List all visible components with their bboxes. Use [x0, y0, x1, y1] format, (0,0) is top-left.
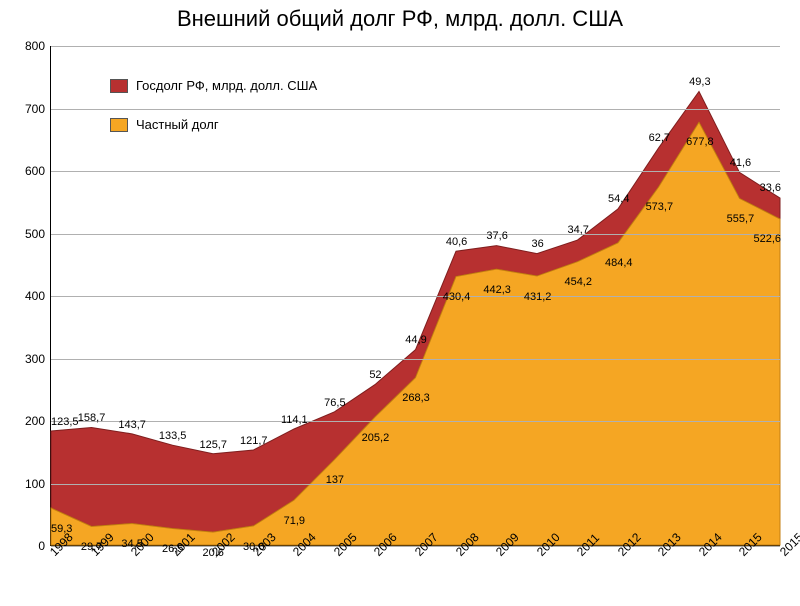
datalabel-gov: 125,7: [199, 439, 227, 451]
datalabel-private: 137: [326, 474, 344, 486]
gridline: [51, 421, 780, 422]
datalabel-private: 555,7: [727, 213, 755, 225]
datalabel-private: 29,7: [81, 541, 102, 553]
y-tick-label: 500: [25, 227, 51, 241]
datalabel-gov: 36: [532, 238, 544, 250]
y-tick-label: 200: [25, 414, 51, 428]
datalabel-private: 30,6: [243, 541, 264, 553]
legend: Госдолг РФ, млрд. долл. США Частный долг: [110, 78, 317, 156]
chart-container: Внешний общий долг РФ, млрд. долл. США 0…: [0, 0, 800, 606]
y-tick-label: 300: [25, 352, 51, 366]
datalabel-gov: 33,6: [760, 182, 781, 194]
y-tick-label: 800: [25, 39, 51, 53]
datalabel-gov: 40,6: [446, 236, 467, 248]
gridline: [51, 171, 780, 172]
datalabel-gov: 121,7: [240, 435, 268, 447]
datalabel-gov: 133,5: [159, 430, 187, 442]
datalabel-private: 454,2: [564, 276, 592, 288]
datalabel-gov: 143,7: [118, 419, 146, 431]
gridline: [51, 359, 780, 360]
datalabel-private: 205,2: [362, 432, 390, 444]
y-tick-label: 700: [25, 102, 51, 116]
datalabel-private: 34,5: [121, 538, 142, 550]
legend-swatch: [110, 118, 128, 132]
legend-label: Частный долг: [136, 117, 219, 132]
datalabel-private: 268,3: [402, 392, 430, 404]
datalabel-private: 430,4: [443, 291, 471, 303]
datalabel-gov: 37,6: [486, 230, 507, 242]
datalabel-private: 484,4: [605, 257, 633, 269]
datalabel-gov: 41,6: [730, 157, 751, 169]
datalabel-private: 20,6: [203, 547, 224, 559]
datalabel-gov: 49,3: [689, 76, 710, 88]
gridline: [51, 296, 780, 297]
legend-swatch: [110, 79, 128, 93]
datalabel-private: 573,7: [646, 201, 674, 213]
legend-label: Госдолг РФ, млрд. долл. США: [136, 78, 317, 93]
datalabel-gov: 62,7: [649, 132, 670, 144]
datalabel-gov: 34,7: [568, 224, 589, 236]
datalabel-gov: 123,5: [51, 416, 79, 428]
datalabel-private: 442,3: [483, 284, 511, 296]
y-tick-label: 400: [25, 289, 51, 303]
gridline: [51, 234, 780, 235]
gridline: [51, 484, 780, 485]
datalabel-private: 26,5: [162, 543, 183, 555]
datalabel-gov: 158,7: [78, 412, 106, 424]
datalabel-gov: 44,9: [405, 334, 426, 346]
datalabel-gov: 52: [369, 369, 381, 381]
datalabel-private: 431,2: [524, 291, 552, 303]
datalabel-gov: 114,1: [281, 414, 308, 426]
datalabel-gov: 54,4: [608, 193, 629, 205]
datalabel-gov: 76,5: [324, 397, 345, 409]
gridline: [51, 46, 780, 47]
datalabel-private: 522,6: [753, 233, 781, 245]
chart-title: Внешний общий долг РФ, млрд. долл. США: [0, 6, 800, 32]
y-tick-label: 100: [25, 477, 51, 491]
datalabel-private: 59,3: [51, 523, 72, 535]
legend-item: Госдолг РФ, млрд. долл. США: [110, 78, 317, 93]
y-tick-label: 600: [25, 164, 51, 178]
datalabel-private: 71,9: [284, 515, 305, 527]
legend-item: Частный долг: [110, 117, 317, 132]
datalabel-private: 677,8: [686, 136, 714, 148]
